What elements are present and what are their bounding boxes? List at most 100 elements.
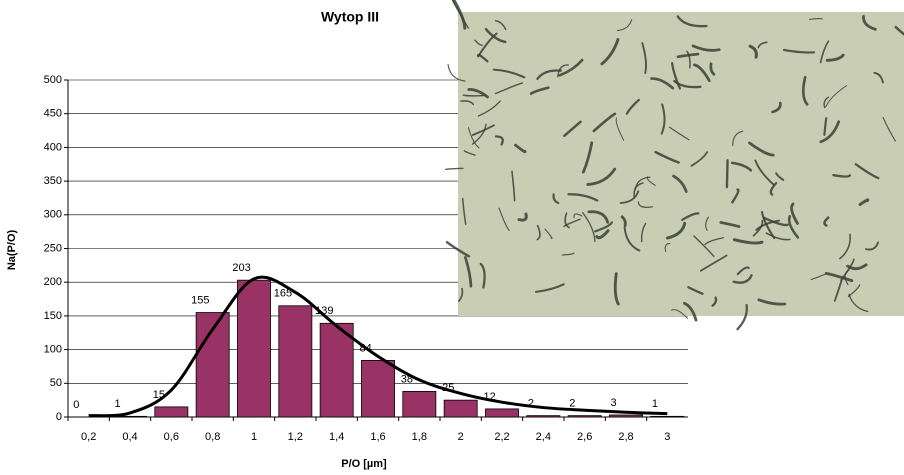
y-tick-label: 500: [44, 74, 62, 86]
bar: [650, 415, 685, 418]
y-tick-label: 450: [44, 108, 62, 120]
data-label: 0: [73, 399, 79, 411]
graphite-flake: [839, 233, 851, 260]
graphite-flake: [864, 241, 879, 251]
graphite-flake: [686, 50, 691, 69]
graphite-flake: [564, 212, 570, 229]
graphite-flake: [586, 167, 617, 186]
x-tick-label: 1,4: [329, 431, 344, 443]
graphite-flake: [672, 174, 688, 193]
x-tick-label: 0,8: [205, 431, 220, 443]
graphite-flake: [484, 27, 507, 44]
graphite-flake: [637, 201, 654, 208]
graphite-flake: [615, 117, 625, 141]
graphite-flake: [682, 301, 698, 322]
x-tick-label: 0,6: [164, 431, 179, 443]
data-label: 203: [232, 262, 250, 274]
graphite-flake: [613, 272, 620, 306]
graphite-flake: [467, 88, 489, 99]
graphite-flake: [854, 163, 880, 180]
graphite-flake: [676, 15, 708, 28]
graphite-flake: [693, 63, 711, 82]
data-label: 2: [528, 398, 534, 410]
graphite-flake: [848, 293, 869, 313]
graphite-flake: [825, 85, 848, 108]
y-tick-label: 150: [44, 310, 62, 322]
graphite-flake: [461, 197, 467, 225]
graphite-flake: [619, 190, 640, 204]
x-tick-label: 2,8: [618, 431, 633, 443]
y-tick-label: 0: [56, 411, 62, 423]
graphite-flake: [463, 150, 476, 156]
graphite-flake: [755, 219, 780, 231]
graphite-flake: [464, 256, 473, 288]
graphite-flake: [673, 79, 702, 89]
y-tick-label: 400: [44, 141, 62, 153]
graphite-flake: [862, 14, 877, 31]
graphite-flake: [752, 219, 764, 237]
graphite-flake: [620, 215, 627, 227]
graphite-flake: [775, 172, 785, 181]
graphite-flake: [477, 32, 498, 57]
graphite-flake: [762, 216, 789, 227]
graphite-flake: [731, 188, 740, 204]
graphite-flake: [687, 286, 704, 295]
graphite-flake: [691, 44, 721, 52]
data-label: 3: [611, 397, 617, 409]
graphite-flake: [802, 75, 809, 106]
graphite-flake: [671, 61, 681, 90]
graphite-flake: [558, 58, 584, 77]
graphite-flake: [623, 226, 641, 252]
graphite-flake: [725, 159, 729, 189]
graphite-flake: [894, 25, 904, 36]
graphite-flake: [705, 216, 710, 231]
x-tick-label: 0,2: [81, 431, 96, 443]
graphite-flake: [492, 68, 526, 79]
bar: [278, 305, 313, 418]
graphite-flake: [587, 210, 610, 224]
graphite-flake: [769, 181, 778, 196]
fit-curve: [88, 275, 668, 418]
graphite-flake: [479, 262, 486, 289]
graphite-flake: [823, 96, 830, 109]
graphite-flake: [633, 182, 644, 198]
graphite-flake: [810, 273, 827, 281]
graphite-flake: [552, 193, 560, 205]
data-label: 2: [569, 398, 575, 410]
x-tick-label: 2,6: [577, 431, 592, 443]
graphite-flake: [664, 243, 671, 253]
graphite-flake: [494, 82, 524, 95]
graphite-flake: [517, 212, 528, 222]
graphite-flake: [544, 228, 553, 239]
graphite-flake: [732, 274, 753, 284]
graphite-flake: [681, 212, 700, 222]
data-label: 155: [191, 294, 209, 306]
graphite-flake: [594, 221, 613, 233]
x-tick-label: 2,4: [536, 431, 551, 443]
x-tick-label: 3: [664, 431, 670, 443]
graphite-flake: [581, 211, 596, 243]
graphite-flake: [451, 0, 469, 29]
data-label: 1: [115, 398, 121, 410]
graphite-flake: [782, 48, 816, 54]
graphite-flake: [581, 141, 594, 174]
graphite-flake: [736, 303, 748, 331]
graphite-flake: [511, 170, 516, 202]
graphite-flake: [704, 237, 725, 246]
bar: [609, 414, 643, 418]
graphite-flake: [824, 271, 854, 283]
x-tick-label: 2,2: [494, 431, 509, 443]
graphite-flake: [757, 41, 768, 49]
graphite-flake: [650, 77, 675, 90]
graphite-flake: [494, 135, 504, 146]
graphite-flake: [561, 252, 575, 256]
graphite-flake: [757, 298, 787, 306]
graphite-flake: [595, 229, 610, 240]
graphite-flake: [847, 284, 861, 298]
graphite-flake: [765, 232, 791, 241]
x-tick-label: 0,4: [122, 431, 137, 443]
graphite-flake: [458, 287, 464, 303]
graphite-flake: [730, 161, 753, 172]
y-tick-label: 300: [44, 209, 62, 221]
